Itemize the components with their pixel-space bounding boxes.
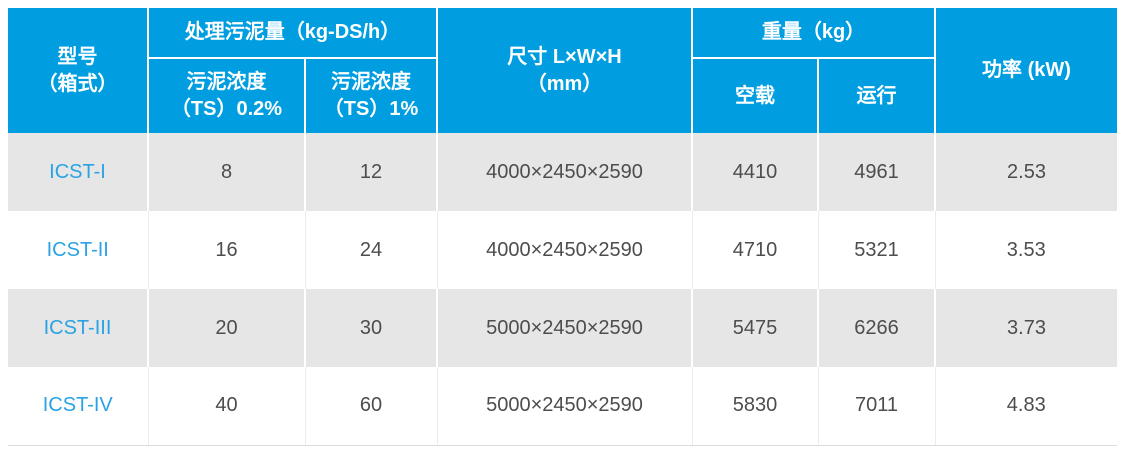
ts1-value: 60 (305, 367, 438, 446)
ts02-value: 20 (148, 289, 306, 367)
table-row: ICST-II 16 24 4000×2450×2590 4710 5321 3… (8, 211, 1117, 289)
power-value: 4.83 (935, 367, 1117, 446)
dimensions-value: 4000×2450×2590 (437, 211, 693, 289)
ts02-value: 40 (148, 367, 306, 446)
model-link[interactable]: ICST-III (8, 289, 149, 367)
power-value: 2.53 (935, 133, 1117, 211)
header-dimensions: 尺寸 L×W×H （mm） (437, 8, 693, 133)
header-sludge-concentration-02: 污泥浓度 （TS）0.2% (148, 58, 306, 133)
header-dimensions-line1: 尺寸 L×W×H (507, 45, 622, 68)
dimensions-value: 5000×2450×2590 (437, 289, 693, 367)
dimensions-value: 5000×2450×2590 (437, 367, 693, 446)
weight-operating-value: 5321 (818, 211, 936, 289)
product-spec-table: 型号 （箱式） 处理污泥量（kg-DS/h） 尺寸 L×W×H （mm） 重量（… (8, 8, 1117, 446)
model-link[interactable]: ICST-II (8, 211, 149, 289)
table-row: ICST-III 20 30 5000×2450×2590 5475 6266 … (8, 289, 1117, 367)
weight-operating-value: 6266 (818, 289, 936, 367)
ts1-value: 24 (305, 211, 438, 289)
weight-empty-value: 5475 (692, 289, 819, 367)
power-value: 3.73 (935, 289, 1117, 367)
ts02-value: 8 (148, 133, 306, 211)
header-weight-group: 重量（kg） (692, 8, 936, 59)
header-weight-empty: 空载 (692, 58, 819, 133)
table-row: ICST-IV 40 60 5000×2450×2590 5830 7011 4… (8, 367, 1117, 446)
ts02-value: 16 (148, 211, 306, 289)
header-dimensions-line2: （mm） (526, 72, 603, 95)
model-link[interactable]: ICST-IV (8, 367, 149, 446)
header-ts1-line1: 污泥浓度 (331, 71, 411, 93)
weight-operating-value: 4961 (818, 133, 936, 211)
header-model-line1: 型号 (57, 45, 98, 68)
header-throughput-group: 处理污泥量（kg-DS/h） (148, 8, 438, 59)
table-body: ICST-I 8 12 4000×2450×2590 4410 4961 2.5… (8, 133, 1117, 446)
model-link[interactable]: ICST-I (8, 133, 149, 211)
table-header: 型号 （箱式） 处理污泥量（kg-DS/h） 尺寸 L×W×H （mm） 重量（… (8, 8, 1117, 133)
header-power: 功率 (kW) (935, 8, 1117, 133)
weight-operating-value: 7011 (818, 367, 936, 446)
header-ts1-line2: （TS）1% (323, 98, 419, 120)
ts1-value: 12 (305, 133, 438, 211)
weight-empty-value: 4410 (692, 133, 819, 211)
header-ts02-line1: 污泥浓度 (186, 71, 267, 93)
header-weight-operating: 运行 (818, 58, 936, 133)
header-model: 型号 （箱式） (8, 8, 149, 133)
spec-table: 型号 （箱式） 处理污泥量（kg-DS/h） 尺寸 L×W×H （mm） 重量（… (8, 8, 1117, 446)
weight-empty-value: 4710 (692, 211, 819, 289)
header-ts02-line2: （TS）0.2% (170, 98, 283, 120)
dimensions-value: 4000×2450×2590 (437, 133, 693, 211)
ts1-value: 30 (305, 289, 438, 367)
power-value: 3.53 (935, 211, 1117, 289)
table-row: ICST-I 8 12 4000×2450×2590 4410 4961 2.5… (8, 133, 1117, 211)
header-model-line2: （箱式） (37, 72, 118, 95)
header-sludge-concentration-1: 污泥浓度 （TS）1% (305, 58, 438, 133)
weight-empty-value: 5830 (692, 367, 819, 446)
